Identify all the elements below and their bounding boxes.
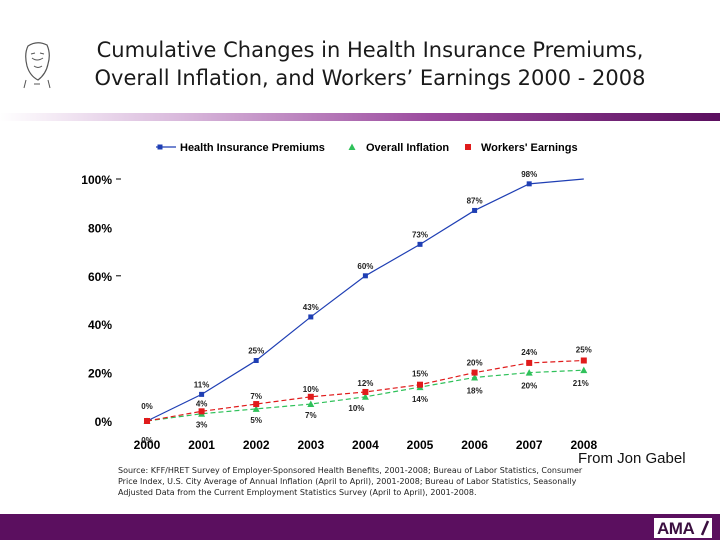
data-point (307, 400, 315, 408)
data-point (580, 357, 587, 364)
data-label: 21% (573, 379, 589, 388)
data-label: 20% (467, 359, 483, 368)
data-label: 24% (521, 348, 537, 357)
data-label: 98% (521, 170, 537, 179)
data-label: 20% (521, 382, 537, 391)
logo-slash-icon (700, 520, 710, 536)
data-label: 4% (196, 399, 208, 408)
data-label: 3% (196, 421, 208, 430)
x-tick-label: 2007 (516, 438, 543, 450)
title-divider (0, 113, 720, 121)
data-label: 14% (412, 395, 428, 404)
cumulative-changes-chart: 0% 20% 40% 60% 80% 100% 2000 2001 2002 2003 2004 20… (81, 142, 597, 450)
y-tick-label: 100% (81, 173, 112, 187)
slide-title: Cumulative Changes in Health Insurance P… (70, 36, 670, 92)
x-tick-label: 2000 (134, 438, 161, 450)
legend-marker (465, 144, 471, 150)
data-point (361, 393, 369, 400)
data-label: 25% (576, 346, 592, 355)
data-label: 15% (412, 370, 428, 379)
legend-label: Workers' Earnings (481, 142, 578, 154)
data-point (525, 369, 533, 376)
data-label: 7% (250, 392, 262, 401)
ama-logo: AMA (654, 518, 712, 538)
x-tick-label: 2004 (352, 438, 379, 450)
data-point (253, 358, 259, 363)
data-point (417, 381, 423, 388)
y-tick-label: 0% (95, 415, 113, 429)
data-point (252, 405, 260, 412)
y-tick-label: 60% (88, 270, 112, 284)
data-label: 7% (305, 411, 317, 420)
x-tick-label: 2002 (243, 438, 270, 450)
credit-text: From Jon Gabel (578, 450, 686, 467)
y-tick-label: 80% (88, 221, 112, 235)
y-tick-label: 20% (88, 367, 112, 381)
data-label: 25% (248, 347, 264, 356)
y-tick-label: 40% (88, 318, 112, 332)
data-point (526, 359, 533, 366)
title-line-2: Overall Inflation, and Workers’ Earnings… (94, 66, 646, 90)
data-label: 0% (141, 436, 153, 445)
data-point (199, 391, 205, 397)
data-point (417, 241, 423, 247)
data-label: 43% (303, 303, 319, 312)
data-label: 11% (194, 380, 210, 389)
data-label: 5% (250, 416, 262, 425)
data-point (307, 393, 314, 400)
data-label: 10% (303, 385, 319, 394)
legend-marker (348, 143, 356, 150)
ama-logo-text: AMA (657, 519, 695, 538)
data-point (471, 373, 479, 381)
x-tick-label: 2008 (570, 438, 597, 450)
x-tick-label: 2006 (461, 438, 488, 450)
source-note: Source: KFF/HRET Survey of Employer-Spon… (118, 466, 583, 497)
legend-label: Overall Inflation (366, 142, 449, 154)
legend-marker (157, 144, 163, 150)
data-point (144, 418, 150, 424)
title-line-1: Cumulative Changes in Health Insurance P… (96, 38, 644, 62)
data-point (471, 369, 478, 376)
data-point (362, 273, 368, 279)
sketch-logo-icon (23, 42, 51, 89)
data-point (526, 181, 532, 187)
data-label: 10% (348, 404, 364, 413)
x-tick-label: 2003 (297, 438, 324, 450)
legend-label: Health Insurance Premiums (180, 142, 325, 154)
data-label: 73% (412, 230, 428, 239)
data-point (472, 207, 478, 213)
data-point (580, 366, 588, 374)
data-label: 87% (467, 196, 483, 205)
data-point (253, 401, 260, 408)
data-label: 60% (357, 262, 373, 271)
data-label: 12% (357, 379, 373, 388)
data-label: 18% (467, 386, 483, 395)
data-label: 0% (141, 402, 153, 411)
data-point (362, 388, 369, 395)
x-tick-label: 2001 (188, 438, 215, 450)
footer-bar (0, 514, 720, 540)
data-point (308, 314, 314, 320)
data-point (198, 408, 205, 415)
x-tick-label: 2005 (407, 438, 434, 450)
